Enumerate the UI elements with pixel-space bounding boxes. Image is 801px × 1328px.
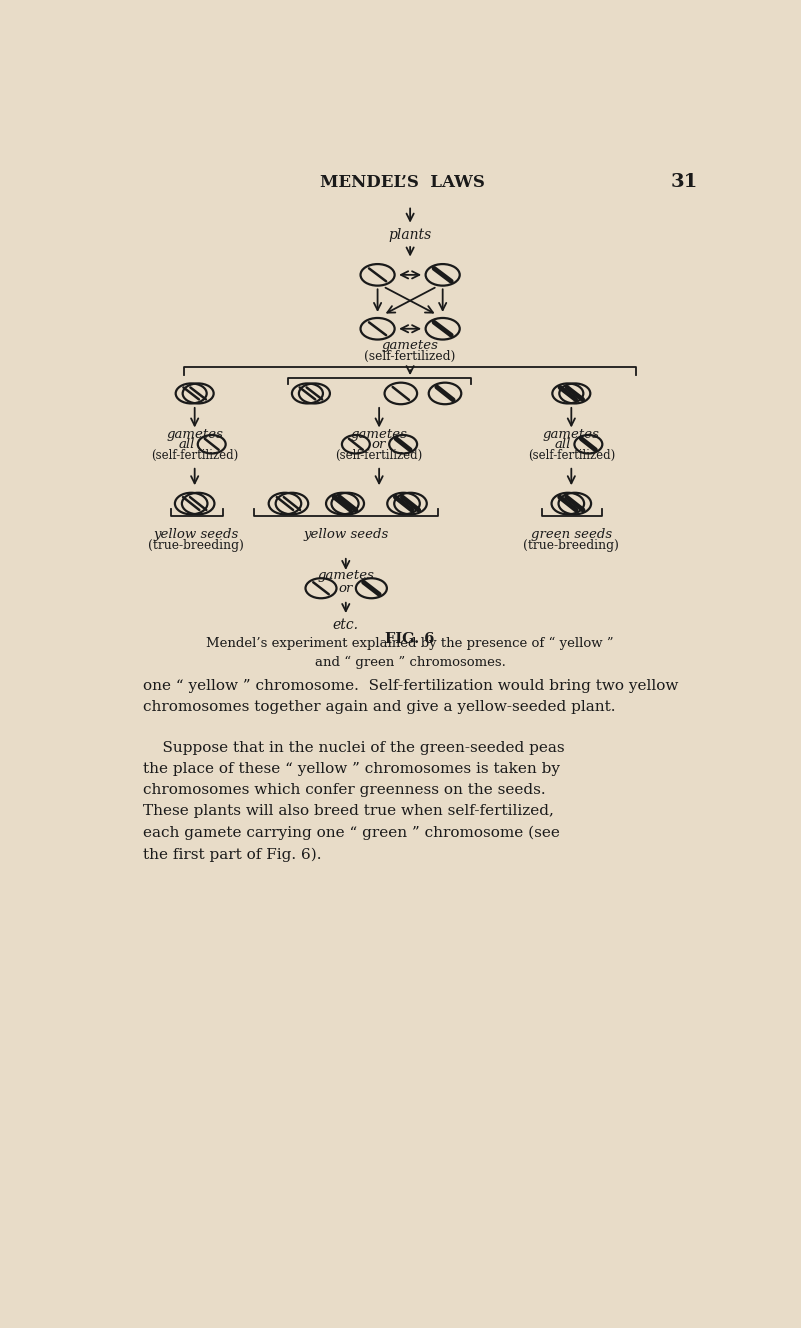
Text: gametes: gametes [543,428,600,441]
Text: plants: plants [388,228,432,242]
Text: 31: 31 [670,174,698,191]
Text: all: all [555,438,571,450]
Text: gametes: gametes [351,428,408,441]
Text: (self-fertilized): (self-fertilized) [528,449,615,462]
Text: Suppose that in the nuclei of the green-seeded peas
the place of these “ yellow : Suppose that in the nuclei of the green-… [143,741,565,862]
Text: yellow seeds: yellow seeds [303,527,388,540]
Text: yellow seeds: yellow seeds [154,527,239,540]
Text: (self-fertilized): (self-fertilized) [151,449,239,462]
Text: (self-fertilized): (self-fertilized) [336,449,423,462]
Text: etc.: etc. [332,619,359,632]
Text: gametes: gametes [317,570,374,583]
Text: green seeds: green seeds [531,527,612,540]
Text: or: or [372,438,386,450]
Text: one “ yellow ” chromosome.  Self-fertilization would bring two yellow
chromosome: one “ yellow ” chromosome. Self-fertiliz… [143,679,678,714]
Text: FIG. 6: FIG. 6 [385,632,435,645]
Text: gametes: gametes [382,339,439,352]
Text: MENDEL’S  LAWS: MENDEL’S LAWS [320,174,485,191]
Text: all: all [179,438,195,450]
Text: gametes: gametes [167,428,223,441]
Text: (true-breeding): (true-breeding) [148,539,244,551]
Text: Mendel’s experiment explained by the presence of “ yellow ”
and “ green ” chromo: Mendel’s experiment explained by the pre… [207,636,614,669]
Text: or: or [339,582,353,595]
Text: (self-fertilized): (self-fertilized) [364,351,456,363]
Text: (true-breeding): (true-breeding) [523,539,619,551]
